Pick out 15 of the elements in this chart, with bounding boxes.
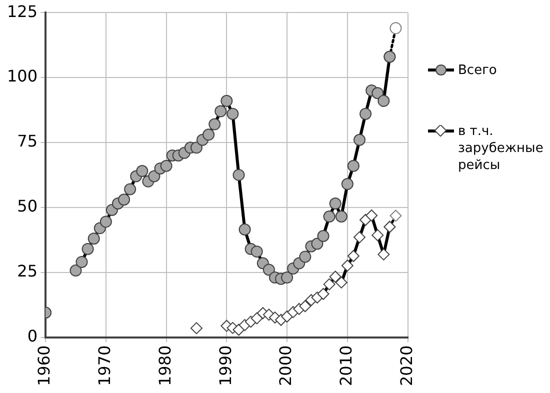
y-tick-label: 50	[17, 196, 38, 216]
x-tick-label: 2020	[396, 345, 416, 386]
y-tick-label: 75	[17, 132, 38, 151]
x-tick-label: 1980	[155, 345, 174, 386]
y-tick-label: 100	[6, 66, 38, 86]
x-tick-label: 2000	[276, 345, 296, 386]
x-tick-label: 1960	[34, 345, 54, 386]
legend-label: в т.ч. зарубежные рейсы	[458, 124, 544, 173]
x-tick-label: 2010	[336, 345, 356, 386]
x-tick-label: 1970	[95, 345, 114, 386]
y-tick-label: 0	[27, 326, 38, 346]
legend-label: Всего	[458, 63, 497, 78]
x-tick-label: 1990	[216, 345, 235, 386]
y-tick-label: 125	[6, 2, 38, 21]
y-tick-label: 25	[17, 262, 38, 280]
